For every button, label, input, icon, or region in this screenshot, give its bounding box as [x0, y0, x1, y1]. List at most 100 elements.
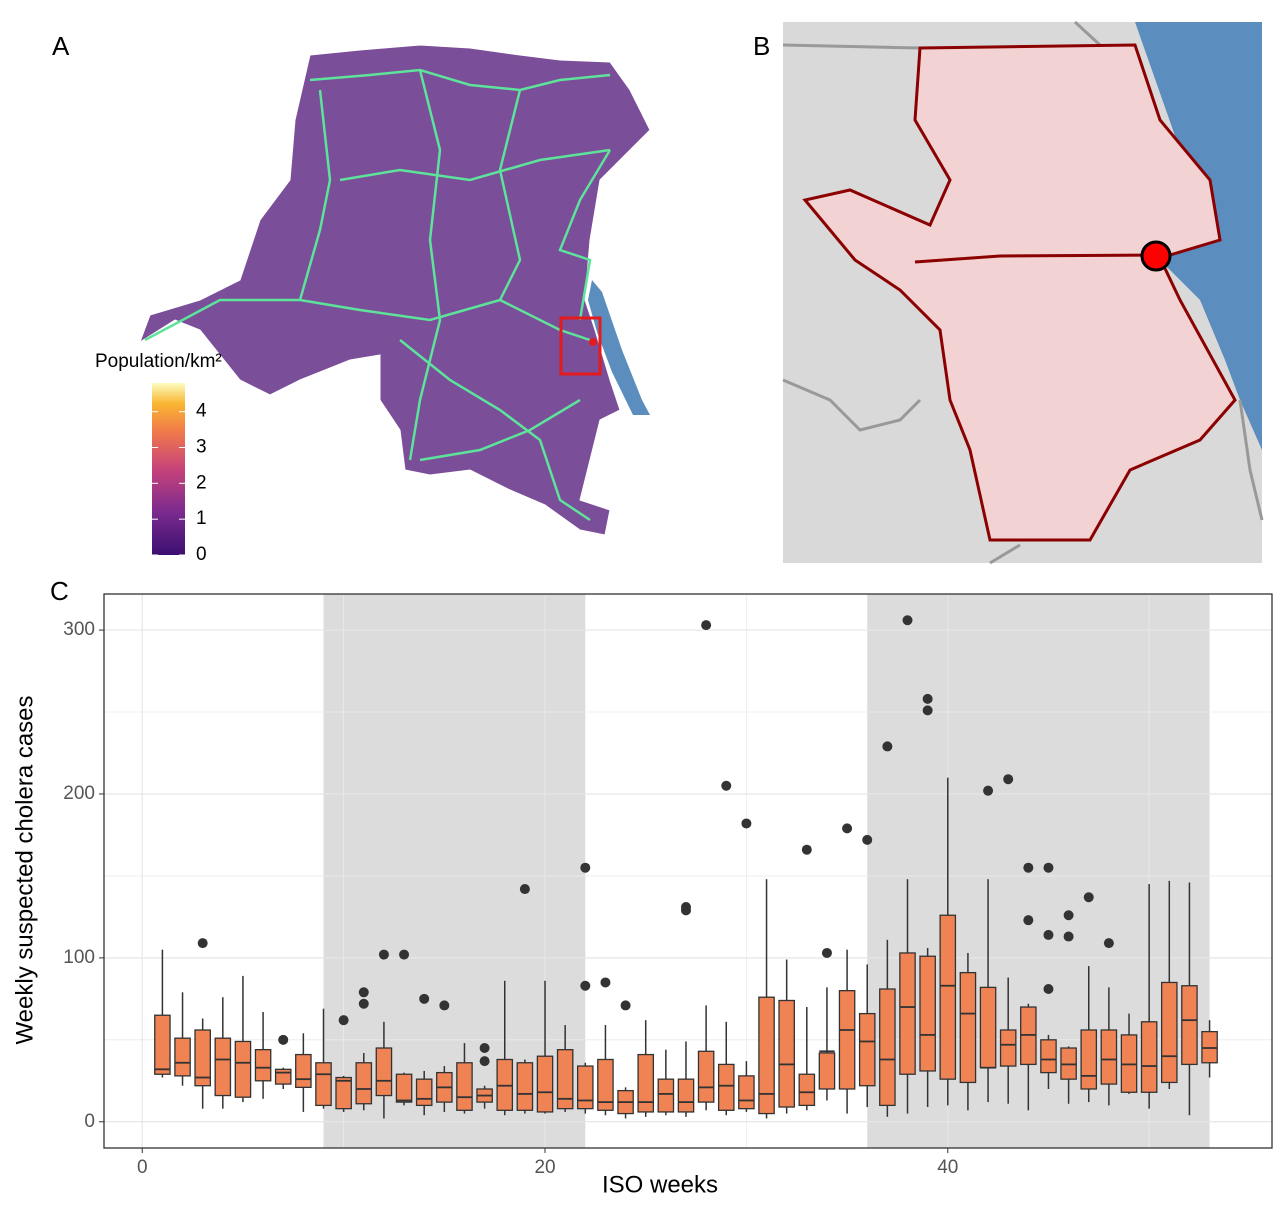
x-tick-label: 20 [534, 1157, 555, 1178]
y-tick-label: 0 [84, 1111, 95, 1132]
box [838, 990, 856, 1090]
box [254, 1049, 272, 1082]
outlier [1023, 862, 1034, 873]
y-tick-label: 100 [63, 947, 95, 968]
outlier [741, 818, 752, 829]
outlier [721, 780, 732, 791]
box [697, 1050, 715, 1103]
plot-frame [103, 593, 1273, 1149]
box [818, 1052, 836, 1090]
box [738, 1075, 755, 1110]
outlier [902, 615, 913, 626]
outlier [419, 993, 430, 1004]
outlier [701, 620, 712, 631]
outlier [1063, 931, 1074, 942]
outlier [1003, 774, 1014, 785]
outlier [882, 741, 893, 752]
box [778, 999, 795, 1108]
outlier [620, 1000, 631, 1011]
outlier [378, 949, 389, 960]
outlier [1023, 915, 1034, 926]
box [214, 1037, 232, 1097]
panel-label: C [50, 576, 69, 606]
box [355, 1062, 373, 1105]
outlier [1083, 892, 1094, 903]
map-b [782, 20, 1264, 565]
outlier [1043, 984, 1054, 995]
box [637, 1053, 655, 1113]
lake [588, 280, 650, 415]
box [1181, 985, 1198, 1066]
outlier [1043, 862, 1054, 873]
x-tick-label: 0 [137, 1157, 148, 1178]
outlier [519, 884, 530, 895]
box [1040, 1039, 1057, 1074]
box [335, 1076, 352, 1110]
box [456, 1062, 473, 1111]
outlier [197, 938, 208, 949]
box [395, 1073, 413, 1103]
shaded-period [867, 594, 1210, 1148]
outlier [358, 987, 369, 998]
colorbar-tick-label: 3 [196, 437, 207, 458]
borders [782, 20, 1264, 565]
box [899, 952, 916, 1075]
y-tick-label: 300 [63, 619, 95, 640]
y-tick-label: 200 [63, 783, 95, 804]
colorbar-tick-label: 1 [196, 508, 207, 529]
outlier [1103, 938, 1114, 949]
outlier [439, 1000, 450, 1011]
panel-label: B [753, 31, 770, 61]
outlier [842, 823, 853, 834]
roads [144, 68, 612, 522]
box [919, 955, 936, 1072]
box [174, 1037, 191, 1077]
box [315, 1062, 332, 1107]
colorbar-tick-label: 0 [196, 544, 207, 565]
box [1160, 981, 1178, 1084]
box [516, 1062, 534, 1111]
outlier [358, 998, 369, 1009]
colorbar-tick-label: 4 [196, 401, 207, 422]
box [1100, 1029, 1118, 1085]
box [677, 1078, 695, 1113]
box [717, 1063, 735, 1111]
x-tick-label: 40 [937, 1157, 958, 1178]
outlier [1063, 910, 1074, 921]
outlier [479, 1043, 490, 1054]
box [979, 986, 997, 1069]
outlier [922, 693, 933, 704]
box [295, 1053, 312, 1089]
box [154, 1014, 171, 1075]
box [415, 1078, 433, 1107]
box [556, 1049, 574, 1110]
outlier [983, 785, 994, 796]
outlier [338, 1015, 349, 1026]
box [858, 1012, 876, 1087]
box [1140, 1021, 1158, 1093]
outlier [600, 977, 611, 988]
outlier [801, 844, 812, 855]
country [139, 44, 651, 536]
site [589, 338, 597, 346]
box [999, 1029, 1017, 1067]
box [959, 971, 977, 1084]
site [1140, 240, 1172, 272]
box [758, 996, 775, 1115]
outlier [922, 705, 933, 716]
box [274, 1068, 292, 1085]
x-axis-label: ISO weeks [602, 1171, 718, 1198]
panel-label: A [52, 31, 70, 61]
outlier [1043, 929, 1054, 940]
box [879, 988, 896, 1107]
outlier [680, 902, 691, 913]
focus-box [559, 316, 602, 376]
box [576, 1065, 594, 1110]
map-a [139, 44, 651, 536]
box [375, 1047, 393, 1097]
outlier [479, 1056, 490, 1067]
outlier [862, 834, 873, 845]
box [939, 914, 957, 1080]
box [1080, 1029, 1098, 1090]
box [597, 1058, 614, 1111]
